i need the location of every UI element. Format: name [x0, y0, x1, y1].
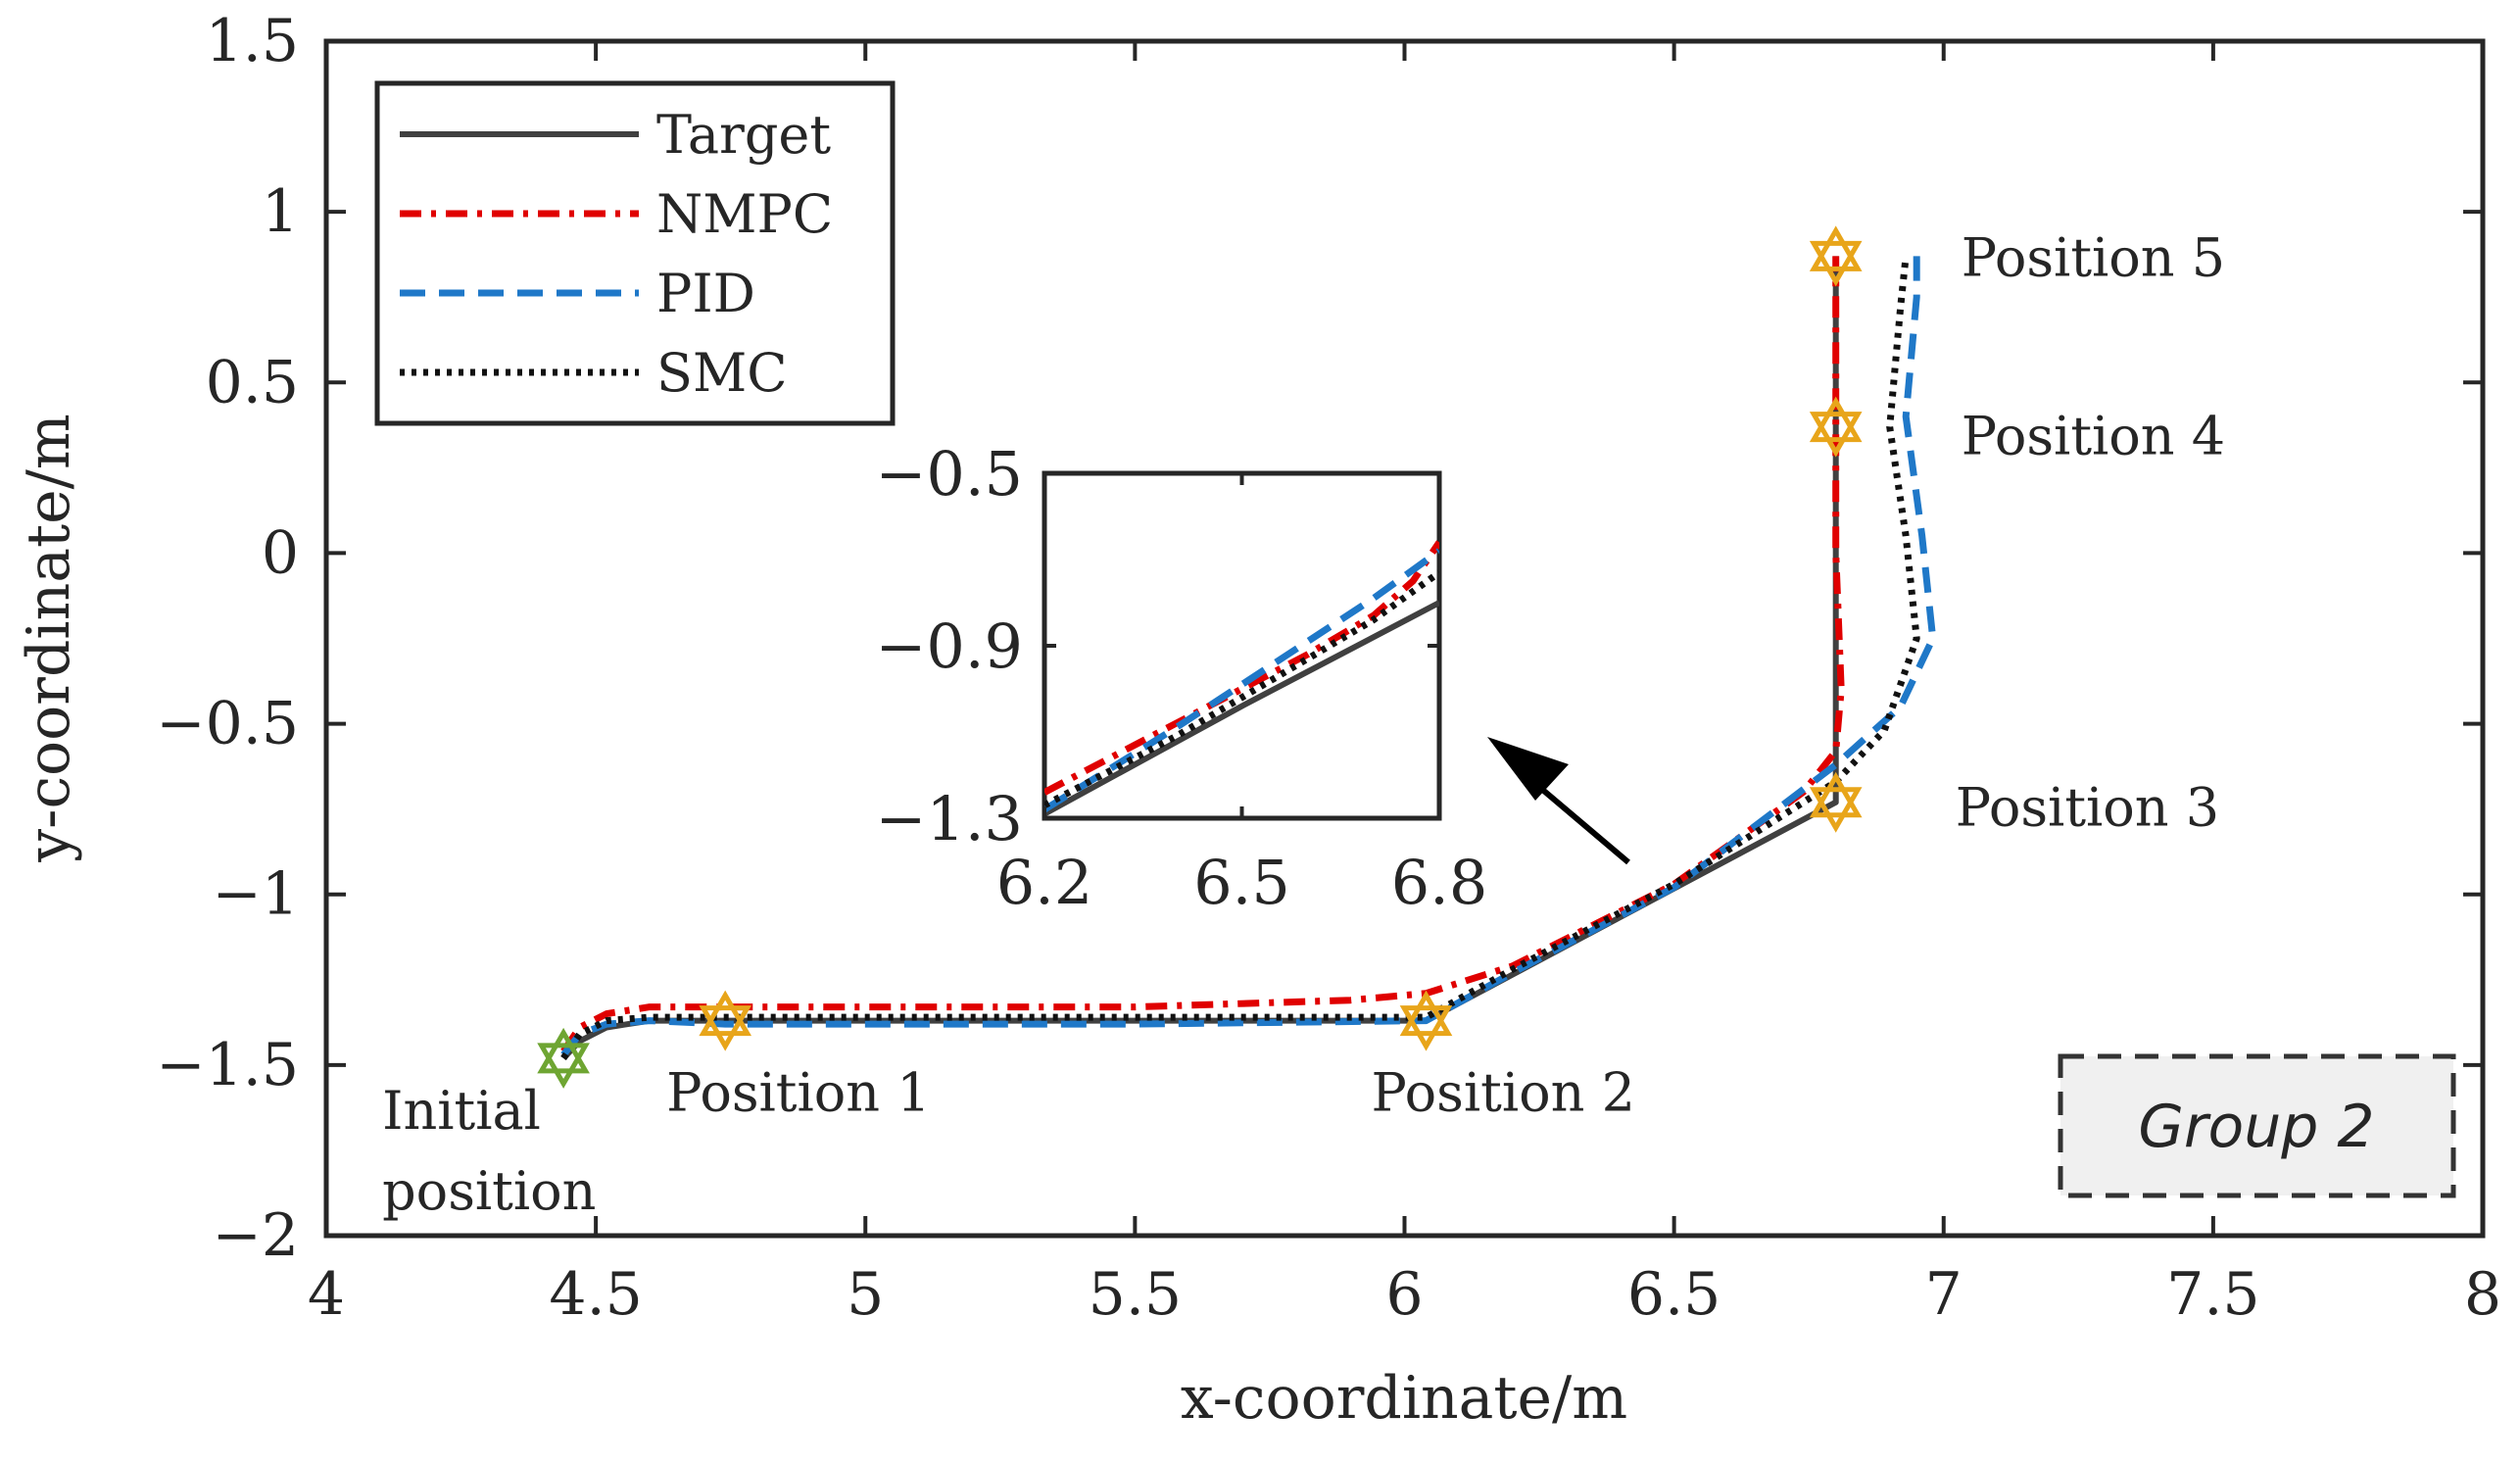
y-tick-label: 1.5	[206, 7, 299, 75]
legend-entry-nmpc: NMPC	[400, 183, 833, 245]
position-marker-initial	[537, 1027, 590, 1089]
inset-series-line-nmpc	[1044, 540, 1439, 796]
x-tick-label: 4.5	[549, 1260, 642, 1329]
inset-ticks	[1042, 471, 1441, 820]
legend-label: SMC	[656, 342, 788, 404]
y-tick-label: 1	[262, 177, 299, 246]
inset-series-line-target	[1044, 600, 1439, 817]
y-axis-label: y-coordinate/m	[15, 414, 83, 862]
main-ticks	[324, 39, 2485, 1238]
legend-label: NMPC	[656, 183, 833, 245]
position-marker-4	[1809, 396, 1863, 458]
y-tick-label: 0.5	[206, 348, 299, 416]
y-tick-label: −1	[213, 860, 299, 929]
position-label-4: Position 4	[1962, 406, 2225, 467]
y-tick-label: −1.5	[156, 1031, 299, 1099]
position-marker-5	[1809, 225, 1863, 287]
x-tick-label: 6	[1385, 1260, 1423, 1329]
x-tick-label: 7	[1925, 1260, 1963, 1329]
inset-y-tick-label: −0.5	[875, 438, 1023, 510]
position-marker-1	[699, 990, 752, 1051]
position-markers	[537, 225, 1863, 1089]
legend-entry-pid: PID	[400, 263, 755, 324]
main-series	[560, 256, 1937, 1060]
x-tick-label: 6.5	[1627, 1260, 1720, 1329]
y-tick-label: −2	[213, 1201, 299, 1270]
group-annotation-text: Group 2	[2138, 1093, 2374, 1161]
series-line-pid	[560, 256, 1937, 1057]
legend-box	[374, 80, 896, 426]
inset-x-tick-labels: 6.2 6.5 6.8	[996, 847, 1488, 918]
y-tick-label: −0.5	[156, 690, 299, 758]
position-label-1: Position 1	[666, 1062, 930, 1124]
x-tick-label: 5	[847, 1260, 884, 1329]
legend-entry-target: Target	[400, 104, 831, 166]
x-tick-label: 5.5	[1089, 1260, 1182, 1329]
inset-series	[1044, 540, 1439, 817]
position-label-5: Position 5	[1962, 226, 2225, 288]
legend: Target NMPC PID SMC	[374, 80, 896, 426]
inset-x-tick-label: 6.5	[1193, 847, 1290, 918]
zoom-arrow	[1487, 737, 1630, 865]
group-annotation: Group 2	[2058, 1053, 2456, 1198]
inset-y-tick-labels: −0.5 −0.9 −1.3	[875, 438, 1023, 854]
y-tick-label: 0	[262, 518, 299, 587]
inset-x-tick-label: 6.8	[1391, 847, 1488, 918]
inset-plot: 6.2 6.5 6.8 −0.5 −0.9 −1.3	[875, 438, 1487, 918]
x-tick-label: 4	[308, 1260, 345, 1329]
legend-label: PID	[656, 263, 755, 324]
position-labels: Initial position Position 1 Position 2 Posit…	[382, 226, 2225, 1221]
y-tick-labels: 1.5 1 0.5 0 −0.5 −1 −1.5 −2	[156, 7, 299, 1270]
inset-x-tick-label: 6.2	[996, 847, 1093, 918]
inset-frame	[1042, 470, 1442, 821]
x-tick-labels: 4 4.5 5 5.5 6 6.5 7 7.5 8	[308, 1260, 2501, 1329]
group-annotation-box	[2058, 1053, 2456, 1198]
position-label-initial: Initial position	[382, 1080, 596, 1222]
inset-y-tick-label: −0.9	[875, 610, 1023, 682]
legend-entry-smc: SMC	[400, 342, 788, 404]
inset-y-tick-label: −1.3	[875, 783, 1023, 854]
x-tick-label: 7.5	[2166, 1260, 2259, 1329]
inset-series-line-pid	[1044, 548, 1439, 813]
position-label-2: Position 2	[1372, 1062, 1635, 1124]
legend-label: Target	[656, 104, 831, 166]
inset-series-line-smc	[1044, 569, 1439, 808]
position-marker-2	[1399, 990, 1453, 1051]
x-axis-label: x-coordinate/m	[1181, 1364, 1627, 1433]
x-tick-label: 8	[2464, 1260, 2501, 1329]
position-label-3: Position 3	[1956, 777, 2219, 839]
position-marker-3	[1809, 771, 1863, 833]
series-line-nmpc	[560, 256, 1845, 1053]
